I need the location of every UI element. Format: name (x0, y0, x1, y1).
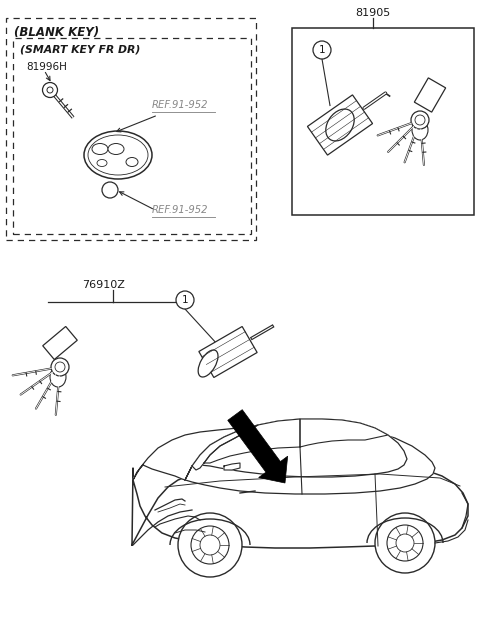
Circle shape (313, 41, 331, 59)
Text: 81905: 81905 (355, 8, 390, 18)
Ellipse shape (84, 131, 152, 179)
Polygon shape (414, 78, 445, 112)
Bar (6, 18, 256, 240)
Text: 81996H: 81996H (26, 62, 67, 72)
Text: 76910Z: 76910Z (82, 280, 125, 290)
Text: REF.91-952: REF.91-952 (152, 100, 208, 110)
Ellipse shape (198, 350, 218, 377)
Polygon shape (224, 463, 240, 470)
Polygon shape (228, 410, 288, 483)
Ellipse shape (412, 120, 428, 140)
Text: 1: 1 (319, 45, 325, 55)
Circle shape (102, 182, 118, 198)
Polygon shape (43, 326, 77, 360)
Ellipse shape (108, 143, 124, 155)
Polygon shape (192, 425, 258, 470)
Text: (BLANK KEY): (BLANK KEY) (14, 26, 99, 39)
Ellipse shape (326, 109, 354, 141)
Polygon shape (199, 326, 257, 377)
Polygon shape (204, 419, 300, 463)
Polygon shape (307, 95, 372, 155)
Circle shape (51, 358, 69, 376)
Bar (13, 38, 251, 234)
Ellipse shape (50, 367, 66, 387)
Circle shape (387, 525, 423, 561)
Text: REF.91-952: REF.91-952 (152, 205, 208, 215)
Circle shape (375, 513, 435, 573)
Circle shape (411, 111, 429, 129)
Text: (SMART KEY FR DR): (SMART KEY FR DR) (20, 45, 140, 55)
Polygon shape (132, 460, 468, 548)
Polygon shape (300, 419, 388, 447)
Polygon shape (133, 426, 435, 494)
Circle shape (178, 513, 242, 577)
Circle shape (176, 291, 194, 309)
Bar (292, 28, 474, 215)
Circle shape (43, 83, 58, 98)
Circle shape (47, 87, 53, 93)
Polygon shape (185, 419, 407, 480)
Circle shape (191, 526, 229, 564)
Ellipse shape (92, 143, 108, 155)
Ellipse shape (126, 158, 138, 167)
Text: 1: 1 (182, 295, 188, 305)
